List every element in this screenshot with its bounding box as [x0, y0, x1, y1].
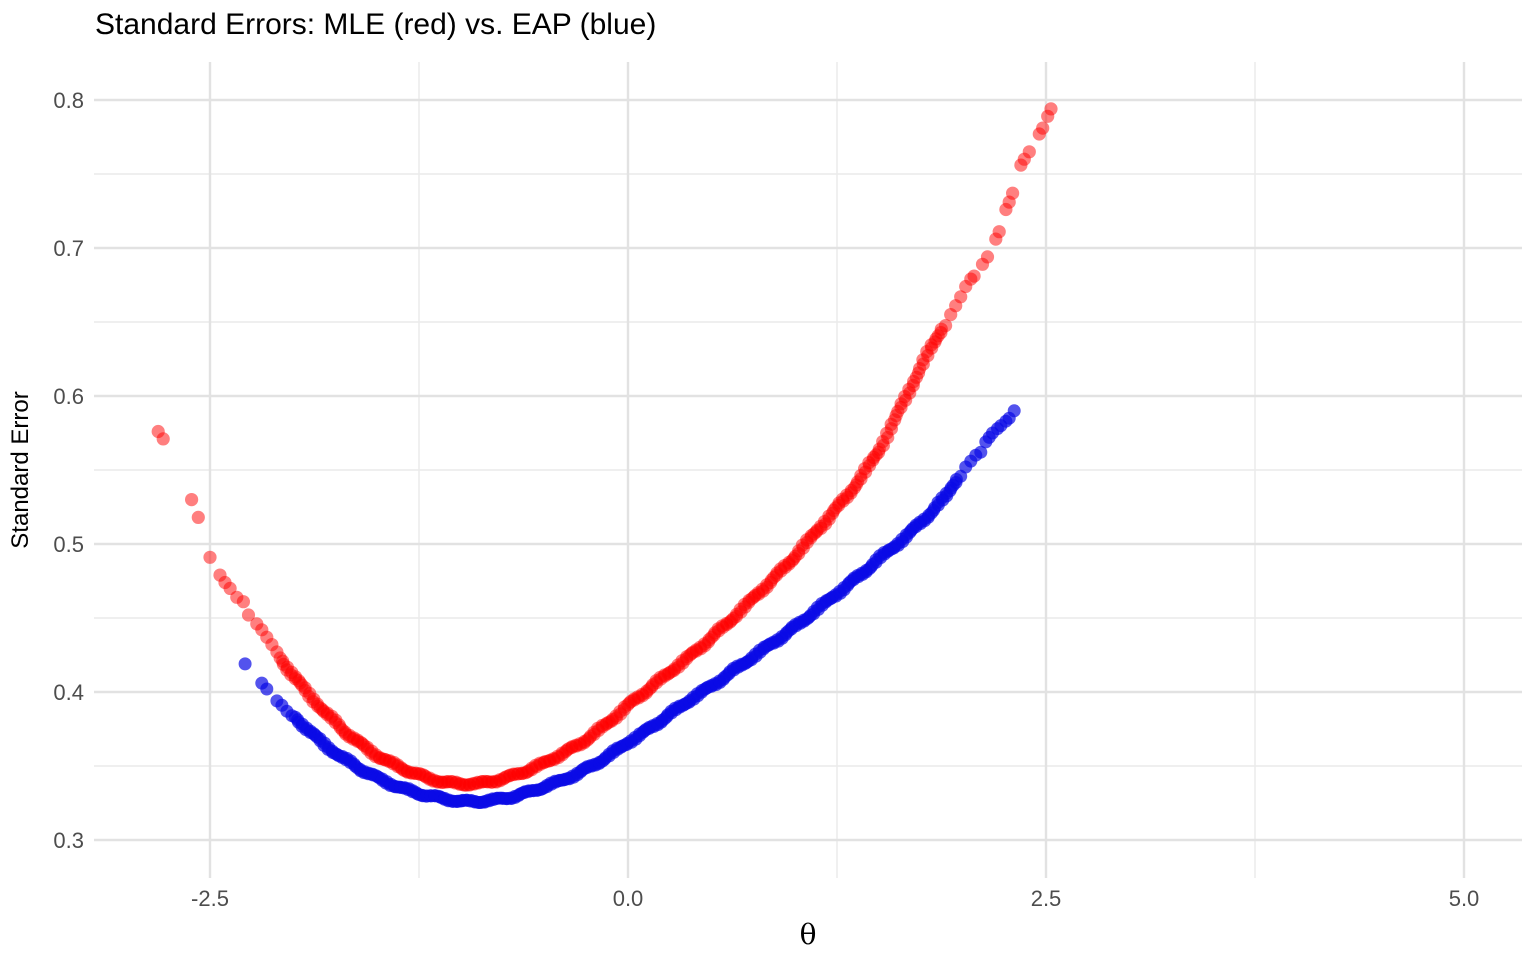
x-tick-label: 5.0	[1449, 886, 1480, 911]
data-point	[974, 445, 988, 459]
data-point	[203, 550, 217, 564]
data-point	[236, 595, 250, 609]
y-tick-label: 0.4	[53, 680, 84, 705]
data-point	[980, 250, 995, 264]
data-point	[185, 493, 199, 507]
axis-tick-labels: -2.5 0.0 2.5 5.0 0.3 0.4 0.5 0.6 0.7 0.8	[53, 88, 1479, 911]
data-point	[1036, 121, 1050, 135]
y-tick-label: 0.7	[53, 236, 84, 261]
data-point	[241, 608, 256, 622]
y-axis-title: Standard Error	[7, 391, 34, 548]
data-point	[1022, 145, 1036, 159]
data-point	[1044, 102, 1058, 116]
data-point	[1006, 186, 1020, 200]
data-point	[954, 290, 968, 304]
y-tick-label: 0.3	[53, 828, 84, 853]
x-tick-label: -2.5	[191, 886, 229, 911]
data-point	[238, 657, 252, 671]
gridlines	[94, 62, 1522, 878]
data-point	[1007, 404, 1021, 418]
data-point	[260, 682, 274, 696]
y-tick-label: 0.8	[53, 88, 84, 113]
y-tick-label: 0.6	[53, 384, 84, 409]
data-point	[285, 709, 299, 723]
x-tick-label: 2.5	[1031, 886, 1062, 911]
x-axis-title: θ	[800, 918, 817, 951]
data-point	[967, 269, 981, 283]
chart-title: Standard Errors: MLE (red) vs. EAP (blue…	[95, 8, 656, 41]
x-tick-label: 0.0	[613, 886, 644, 911]
data-point	[156, 432, 170, 446]
y-tick-label: 0.5	[53, 532, 84, 557]
data-point	[939, 319, 953, 333]
data-point	[992, 225, 1006, 239]
data-points	[151, 102, 1058, 809]
data-point	[191, 510, 205, 524]
data-point	[270, 645, 284, 659]
